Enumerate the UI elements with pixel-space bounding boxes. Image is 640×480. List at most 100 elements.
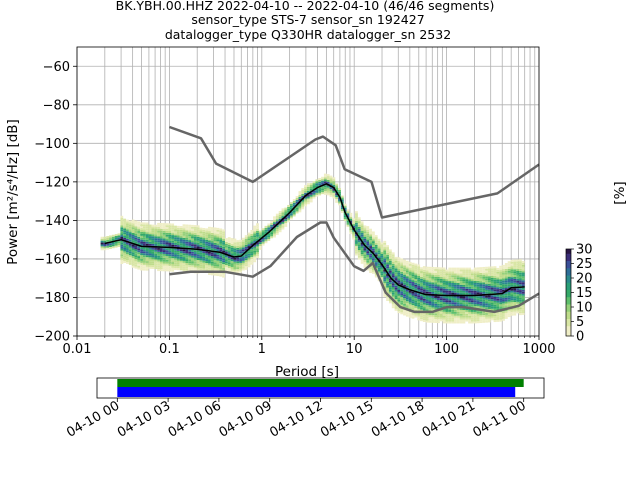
density-cell: [134, 251, 138, 254]
density-cell: [239, 243, 242, 246]
density-cell: [397, 259, 401, 262]
density-cell: [131, 254, 135, 257]
density-cell: [439, 276, 443, 279]
density-cell: [386, 285, 389, 288]
density-cell: [233, 263, 237, 266]
density-cell: [516, 296, 520, 298]
density-cell: [445, 284, 449, 287]
density-cell: [357, 217, 361, 220]
density-cell: [369, 232, 373, 235]
density-cell: [159, 228, 163, 231]
density-cell: [306, 202, 310, 205]
density-cell: [408, 286, 412, 289]
density-cell: [513, 261, 517, 264]
density-cell: [502, 313, 505, 315]
density-cell: [397, 297, 401, 300]
density-cell: [437, 305, 440, 308]
colorbar-segment: [566, 314, 571, 317]
density-cell: [253, 254, 257, 257]
density-cell: [298, 196, 302, 199]
density-cell: [360, 225, 364, 228]
density-cell: [439, 313, 443, 316]
density-cell: [338, 199, 341, 202]
density-cell: [391, 258, 395, 261]
density-cell: [516, 276, 520, 279]
density-cell: [196, 236, 200, 239]
density-cell: [388, 266, 392, 269]
density-cell: [244, 254, 248, 257]
density-cell: [451, 311, 455, 314]
density-cell: [403, 305, 406, 308]
density-cell: [437, 317, 440, 320]
density-cell: [400, 266, 404, 269]
density-cell: [278, 222, 282, 225]
density-cell: [185, 251, 189, 254]
density-cell: [355, 247, 358, 250]
density-cell: [513, 292, 517, 295]
colorbar-segment: [566, 272, 571, 275]
density-cell: [188, 265, 192, 268]
density-cell: [380, 242, 384, 245]
density-cell: [442, 280, 446, 283]
density-cell: [470, 292, 474, 295]
density-cell: [123, 251, 127, 254]
colorbar-segment: [566, 301, 571, 304]
density-cell: [397, 293, 401, 296]
density-cell: [222, 229, 225, 232]
density-cell: [355, 238, 358, 241]
density-cell: [499, 317, 503, 320]
density-cell: [185, 230, 189, 233]
density-cell: [233, 244, 237, 247]
density-cell: [357, 232, 361, 235]
density-cell: [519, 297, 522, 300]
colorbar-segment: [566, 270, 571, 273]
density-cell: [397, 282, 401, 285]
x-tick-label: 10: [346, 342, 363, 357]
density-cell: [261, 237, 265, 240]
density-cell: [485, 282, 488, 285]
density-cell: [437, 321, 440, 324]
density-cell: [372, 231, 375, 234]
density-cell: [176, 241, 180, 244]
density-cell: [425, 270, 429, 273]
density-cell: [386, 262, 389, 265]
density-cell: [199, 243, 203, 245]
density-cell: [208, 226, 211, 229]
density-cell: [213, 262, 217, 265]
density-cell: [165, 225, 169, 228]
density-cell: [507, 295, 511, 298]
density-cell: [417, 270, 421, 273]
density-cell: [487, 289, 491, 292]
density-cell: [145, 268, 149, 271]
density-cell: [176, 248, 180, 251]
density-cell: [445, 277, 449, 280]
density-cell: [459, 319, 463, 322]
density-cell: [193, 261, 197, 264]
density-cell: [521, 280, 525, 283]
density-cell: [487, 268, 491, 271]
density-cell: [128, 251, 132, 254]
density-cell: [468, 273, 471, 276]
density-cell: [462, 298, 466, 301]
density-cell: [394, 291, 398, 294]
density-cell: [479, 311, 483, 314]
density-cell: [482, 317, 486, 319]
colorbar-segment: [566, 334, 571, 337]
density-cell: [264, 241, 268, 244]
density-cell: [468, 296, 471, 299]
density-cell: [114, 245, 118, 248]
density-cell: [126, 229, 129, 232]
density-cell: [485, 276, 488, 279]
density-cell: [391, 273, 395, 276]
density-cell: [185, 239, 189, 242]
density-cell: [210, 259, 214, 262]
density-cell: [227, 262, 231, 265]
x-axis-label: Period [s]: [275, 364, 339, 380]
density-cell: [519, 259, 522, 262]
density-cell: [420, 309, 423, 312]
density-cell: [479, 280, 483, 283]
density-cell: [287, 216, 291, 219]
density-cell: [420, 298, 423, 300]
density-cell: [352, 220, 356, 223]
density-cell: [485, 297, 488, 300]
